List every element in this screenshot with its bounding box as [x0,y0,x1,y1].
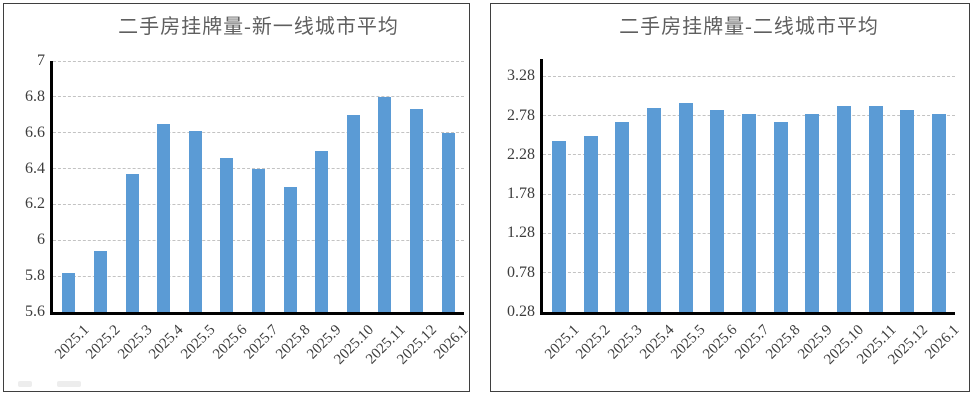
y-axis-line [50,61,53,315]
bar [583,136,598,312]
bar [220,157,234,312]
bar [125,173,139,312]
x-tick-label: 2025.6 [209,322,251,363]
y-tick-label: 0.28 [507,303,535,320]
y-tick-label: 2.28 [507,145,535,163]
x-tick-label: 2025.2 [83,322,124,363]
x-tick-label: 2025.3 [114,322,156,363]
x-tick-label: 2025.4 [636,322,678,363]
x-tick-label: 2026.1 [431,322,472,363]
bar [252,168,265,312]
y-tick-label: 2.78 [507,106,535,124]
bar [315,150,329,312]
chart-panel-new-first-tier-cities: 二手房挂牌量-新一线城市平均 5.6 5.8 6 6.2 6.4 6.6 6.8 7 2025.… [3,3,472,392]
y-tick-label: 7 [37,52,45,69]
bar [837,106,852,312]
x-tick-label: 2025.7 [731,322,773,363]
gridline [53,60,464,62]
y-tick-label: 5.6 [25,303,45,320]
bar [868,106,883,312]
y-tick-label: 5.8 [25,267,45,285]
x-tick-label: 2025.8 [272,322,314,363]
bar [932,114,947,312]
y-tick-label: 0.78 [507,263,535,281]
y-tick-label: 3.28 [507,67,535,85]
bar [551,140,566,312]
bar [93,251,107,312]
y-tick-label: 1.78 [507,185,535,203]
bar [615,121,630,312]
gridline [53,132,464,134]
bar [410,109,424,312]
bar [378,96,392,312]
bar [900,110,915,312]
x-tick-label: 2025.4 [146,322,187,363]
bar [188,130,202,312]
y-tick-label: 6 [37,231,45,249]
bar [62,272,76,312]
gridline [543,75,955,77]
bar [742,114,756,312]
bar [283,186,297,312]
bar [678,103,693,312]
x-tick-label: 2025.5 [668,322,709,363]
bar [710,110,725,312]
bar [346,114,360,312]
chart-title: 二手房挂牌量-新一线城市平均 [118,16,399,38]
x-tick-label: 2025.7 [241,322,282,363]
y-tick-label: 6.8 [25,87,45,105]
bar [646,107,661,312]
bar [441,132,455,312]
bar [805,114,820,312]
y-tick-label: 6.6 [25,123,45,141]
y-tick-label: 6.4 [25,159,45,177]
x-axis-line [540,312,955,315]
x-tick-label: 2025.8 [763,322,805,363]
bar [773,121,788,312]
x-tick-label: 2025.3 [605,322,646,363]
chart-title: 二手房挂牌量-二线城市平均 [619,16,879,38]
chart-panel-second-tier-cities: 二手房挂牌量-二线城市平均 0.28 0.78 1.28 1.78 2.28 2.78 3.… [490,3,970,392]
x-axis-line [50,312,464,315]
x-tick-label: 2025.1 [541,322,583,363]
y-axis-line [540,59,543,315]
watermark-smudge [57,381,81,387]
y-tick-label: 1.28 [507,224,535,242]
x-tick-label: 2025.2 [573,322,614,363]
y-tick-label: 6.2 [25,195,45,213]
x-tick-label: 2026.1 [921,322,963,363]
bar [157,123,171,312]
x-tick-label: 2025.1 [51,322,93,363]
gridline [53,96,464,98]
watermark-smudge [18,381,32,387]
x-tick-label: 2025.5 [178,322,219,363]
x-tick-label: 2025.6 [700,322,741,363]
